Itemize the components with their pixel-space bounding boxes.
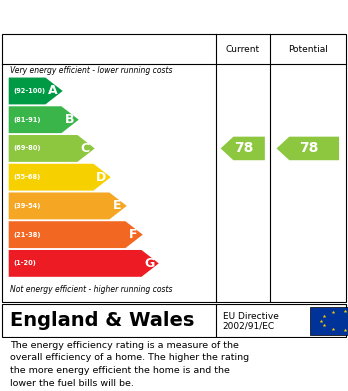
Text: (55-68): (55-68)	[13, 174, 40, 180]
Text: Not energy efficient - higher running costs: Not energy efficient - higher running co…	[10, 285, 173, 294]
Text: F: F	[129, 228, 137, 241]
Text: The energy efficiency rating is a measure of the
overall efficiency of a home. T: The energy efficiency rating is a measur…	[10, 341, 250, 388]
Polygon shape	[221, 137, 265, 160]
Polygon shape	[9, 106, 79, 133]
Polygon shape	[9, 77, 63, 104]
Polygon shape	[9, 221, 143, 248]
Text: C: C	[81, 142, 90, 155]
Text: (1-20): (1-20)	[13, 260, 36, 266]
Text: D: D	[96, 171, 106, 184]
Text: (39-54): (39-54)	[13, 203, 40, 209]
Text: B: B	[64, 113, 74, 126]
Text: 78: 78	[234, 142, 253, 156]
Text: 2002/91/EC: 2002/91/EC	[223, 321, 275, 330]
Text: G: G	[144, 257, 155, 270]
Text: Very energy efficient - lower running costs: Very energy efficient - lower running co…	[10, 66, 173, 75]
Text: A: A	[48, 84, 58, 97]
Polygon shape	[9, 164, 111, 190]
Text: England & Wales: England & Wales	[10, 311, 195, 330]
Polygon shape	[9, 250, 159, 277]
Polygon shape	[9, 192, 127, 219]
Text: EU Directive: EU Directive	[223, 312, 279, 321]
Polygon shape	[9, 135, 95, 162]
Bar	[310, 307, 348, 334]
Text: Current: Current	[226, 45, 260, 54]
Text: (81-91): (81-91)	[13, 117, 40, 123]
Text: Potential: Potential	[288, 45, 328, 54]
Text: (92-100): (92-100)	[13, 88, 45, 94]
Text: Energy Efficiency Rating: Energy Efficiency Rating	[10, 9, 221, 24]
Text: E: E	[113, 199, 121, 212]
Text: 78: 78	[299, 142, 318, 156]
Text: (69-80): (69-80)	[13, 145, 40, 151]
Polygon shape	[277, 137, 339, 160]
Text: (21-38): (21-38)	[13, 231, 40, 238]
